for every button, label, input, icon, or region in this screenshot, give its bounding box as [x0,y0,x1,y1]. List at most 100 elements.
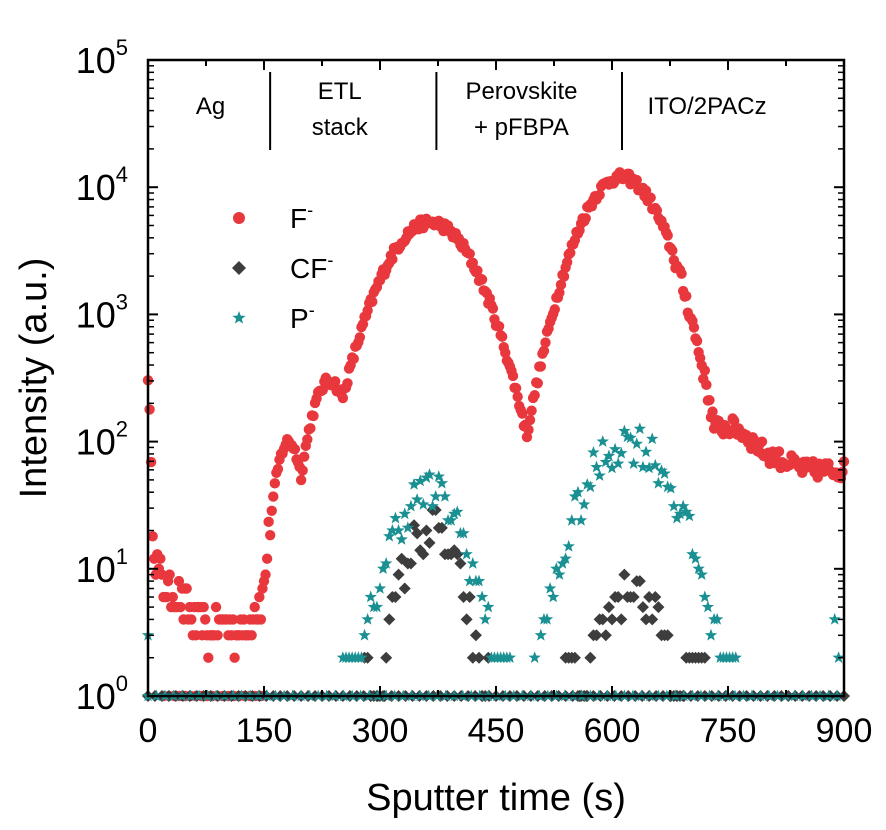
cf-data-point [618,568,631,581]
cf-data-point [392,568,405,581]
p-data-point [636,460,650,473]
f-data-point [263,516,274,528]
cf-data-point [615,613,628,626]
f-data-point [264,529,276,541]
legend-cf-label: CF- [290,250,333,284]
f-data-point [631,174,642,186]
f-data-point [203,652,214,663]
p-data-point [701,600,715,613]
p-data-point [698,590,711,603]
f-data-point [667,245,678,256]
f-data-point [308,410,319,422]
f-data-point [507,370,519,382]
cf-data-point [380,651,393,664]
legend-p-label: P- [290,300,315,334]
legend-f-marker [233,212,245,224]
x-tick-label: 750 [700,712,757,750]
p-data-point [618,424,631,437]
y-tick-label: 104 [76,162,128,208]
p-data-point [553,568,566,580]
f-data-point [175,601,186,613]
f-data-point [681,290,692,302]
f-data-point [186,614,197,625]
f-data-point [500,347,511,359]
cf-data-point [646,613,659,626]
cf-data-point [698,651,711,664]
p-data-point [581,478,594,490]
f-data-point [645,192,656,203]
p-data-point [528,651,541,663]
y-tick-label: 103 [76,289,128,335]
f-data-point [580,213,591,224]
x-tick-label: 0 [139,712,158,750]
f-data-point [773,446,785,457]
p-data-point [423,468,436,480]
f-data-point [691,335,703,347]
p-data-point [686,547,699,560]
x-tick-label: 900 [816,712,873,750]
x-tick-label: 300 [352,712,409,750]
f-data-point [295,474,307,486]
p-data-point [680,505,693,518]
p-data-point [649,458,662,471]
cf-data-point [636,601,649,614]
x-tick-label: 600 [584,712,641,750]
p-data-point [652,476,665,489]
p-data-point [410,493,424,505]
p-data-point [612,457,625,469]
p-data-point [429,490,442,502]
p-data-point [358,628,371,641]
f-data-point [707,406,718,417]
p-data-point [355,651,368,663]
p-data-point [540,612,554,625]
f-data-point [688,322,700,333]
f-data-point [337,392,349,404]
f-data-point [565,247,576,258]
f-data-point [212,630,223,641]
f-data-point [266,505,277,516]
cf-data-point [606,613,618,626]
f-data-point [532,378,543,389]
x-tick-label: 150 [236,712,293,750]
p-data-point [444,513,458,526]
x-axis: 0 150 300 450 600 750 900 [139,60,873,750]
x-axis-title: Sputter time (s) [366,777,626,819]
f-data-point [348,353,359,365]
f-data-point [144,404,155,415]
cf-data-point [612,591,625,604]
p-data-point [692,562,705,575]
cf-data-point [451,548,464,561]
p-data-point [630,437,643,450]
cf-data-point [457,591,470,604]
p-data-point [655,464,668,477]
p-data-point [392,524,405,536]
f-data-point [354,332,366,343]
cf-data-point [602,601,615,614]
f-data-point [156,569,168,580]
p-data-point [633,422,647,435]
p-data-point [608,442,622,455]
f-data-point [524,414,536,426]
p-data-point [448,507,461,520]
region-labels: Ag ETL stack Perovskite + pFBPA ITO/2PACz [196,78,767,141]
f-data-point [540,337,551,348]
p-data-point [574,513,588,526]
f-data-point [297,465,308,476]
cf-data-point [454,557,467,570]
p-data-point [639,445,653,458]
p-data-point [624,431,637,444]
f-data-point [367,296,378,307]
cf-data-point [466,651,479,664]
p-data-point [676,499,690,512]
p-data-point [710,612,724,625]
p-data-point [420,471,433,483]
p-data-point [457,526,470,539]
region-label: ETL [318,78,362,105]
p-data-point [584,480,597,493]
cf-data-point [633,575,646,588]
f-data-point [147,531,158,542]
f-data-point [289,443,301,455]
p-data-point [426,499,439,512]
cf-data-point [652,601,665,614]
p-data-point [466,557,479,569]
